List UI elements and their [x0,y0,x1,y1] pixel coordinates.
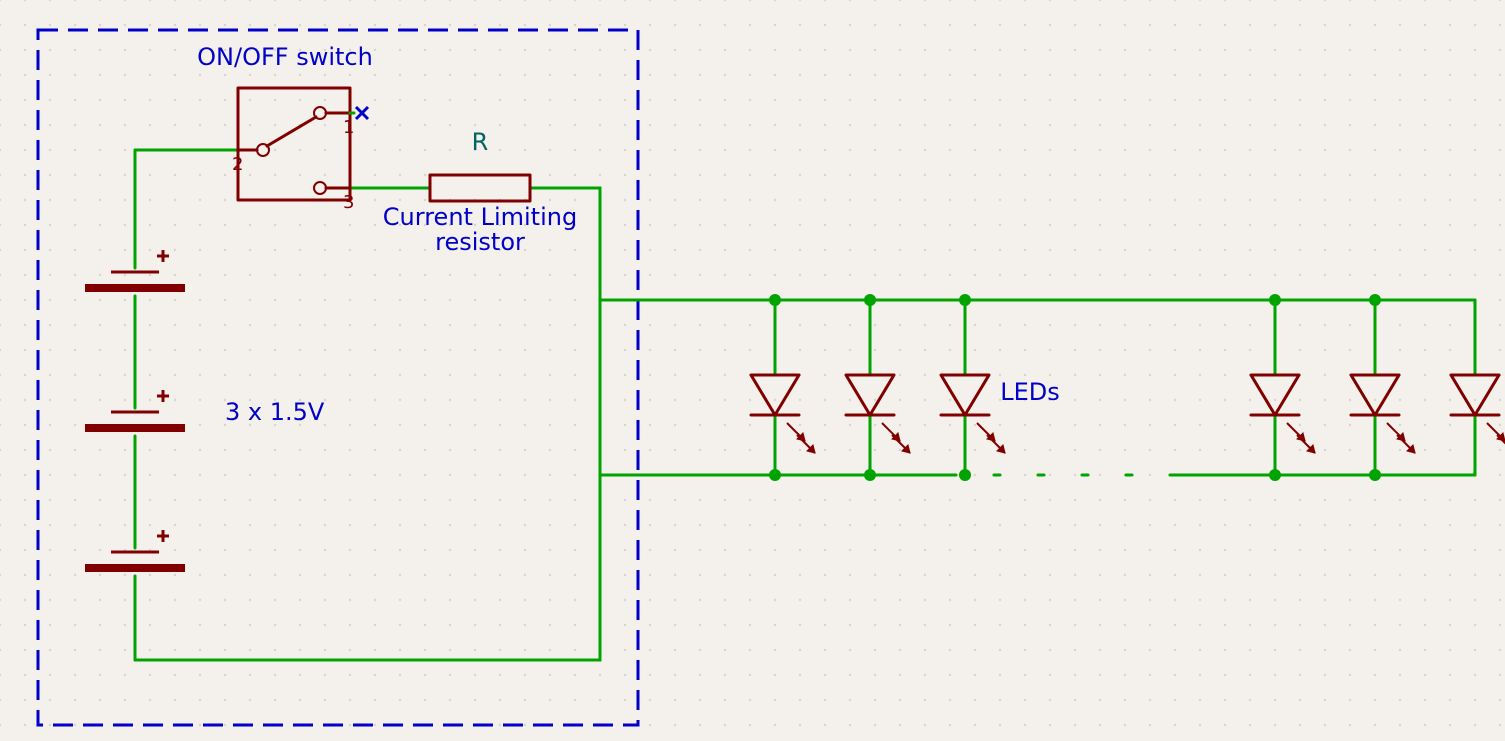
junction [959,469,971,481]
led [751,300,815,475]
leds-label: LEDs [1000,378,1060,406]
junction [1369,294,1381,306]
junction [1369,469,1381,481]
junction [769,469,781,481]
resistor [430,175,530,201]
resistor_desc2-label: resistor [435,228,525,256]
hierarchical-sheet-border [38,30,638,725]
switch-label: ON/OFF switch [197,43,373,71]
led [941,300,1005,475]
pin-label: 3 [343,192,354,213]
junction [959,294,971,306]
led [846,300,910,475]
resistor_desc1-label: Current Limiting [383,203,577,231]
junction [769,294,781,306]
pin-label: 1 [343,117,354,138]
junction [864,469,876,481]
led [1251,300,1315,475]
junction [1269,294,1281,306]
led [1351,300,1415,475]
schematic-canvas: 1 2 3 ON/OFF switch R Current Limitingresisto… [0,0,1505,741]
wires [135,150,1475,660]
led [1451,300,1505,475]
resistor_ref-label: R [472,128,489,156]
junction [864,294,876,306]
pin-label: 2 [232,154,243,175]
junction [1269,469,1281,481]
batteries-label: 3 x 1.5V [225,398,325,426]
